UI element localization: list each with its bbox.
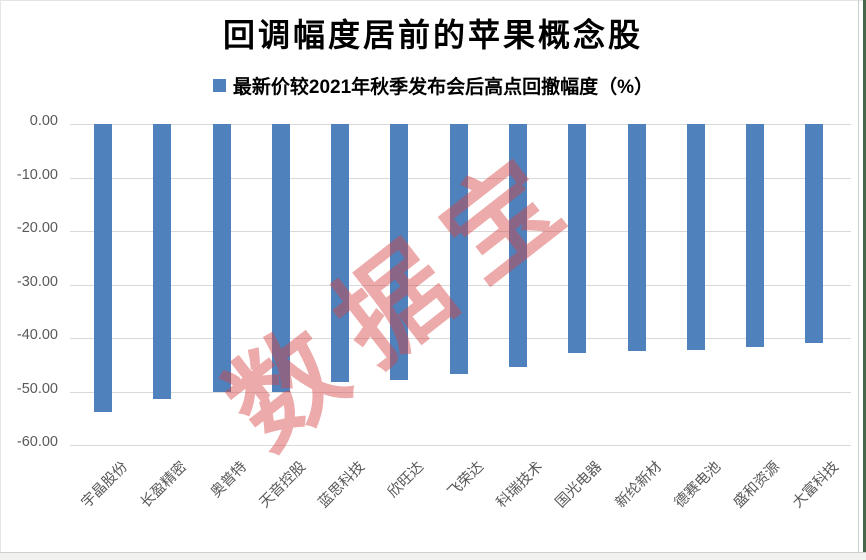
bar: [746, 124, 765, 347]
y-axis-tick: -10.00: [16, 166, 58, 183]
window-green-edge: [863, 0, 866, 560]
chart-title: 回调幅度居前的苹果概念股: [222, 17, 643, 53]
y-axis-tick: -50.00: [16, 380, 58, 397]
gridline: [70, 445, 851, 446]
y-axis-tick: -30.00: [16, 273, 58, 290]
y-axis-tick: -20.00: [16, 220, 58, 236]
bar: [627, 124, 646, 351]
bar: [686, 124, 705, 350]
bar: [331, 124, 350, 383]
gridline: [70, 391, 851, 393]
legend-color-swatch-icon: [212, 79, 226, 92]
bar: [94, 124, 113, 412]
legend-label: 最新价较2021年秋季发布会后高点回撤幅度（%）: [232, 77, 654, 98]
bar: [805, 124, 824, 343]
y-axis-tick: 0.00: [29, 113, 58, 129]
bar: [153, 124, 172, 399]
bar: [390, 124, 409, 381]
chart-legend: 最新价较2021年秋季发布会后高点回撤幅度（%）: [0, 72, 866, 99]
bar: [568, 124, 587, 353]
bar: [271, 124, 290, 392]
y-axis-tick: -60.00: [16, 434, 58, 450]
bar: [509, 124, 527, 367]
bar: [212, 124, 231, 393]
bar: [449, 124, 468, 375]
window-right-divider: [858, 0, 859, 553]
window-bottom-strip: [0, 552, 866, 560]
y-axis-tick: -40.00: [16, 327, 58, 343]
